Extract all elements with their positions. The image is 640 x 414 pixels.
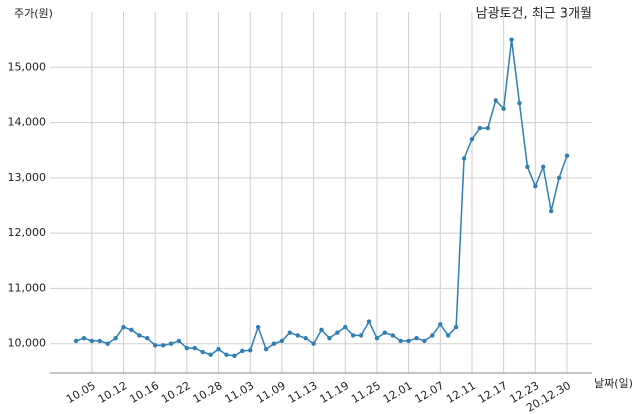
y-tick-label: 13,000 xyxy=(8,171,47,184)
x-tick-label: 11.09 xyxy=(254,379,288,406)
point xyxy=(271,341,277,346)
x-tick-label: 12.07 xyxy=(413,379,447,406)
point xyxy=(461,156,467,161)
point xyxy=(81,335,87,341)
point xyxy=(216,347,221,352)
point xyxy=(327,335,332,341)
y-tick-label: 10,000 xyxy=(8,337,47,350)
point xyxy=(564,153,570,158)
chart-title: 남광토건, 최근 3개월 xyxy=(476,7,592,22)
point xyxy=(525,164,530,169)
point xyxy=(517,101,522,106)
point xyxy=(176,338,182,344)
point xyxy=(453,324,459,330)
point xyxy=(533,183,538,189)
point xyxy=(335,330,340,335)
point xyxy=(295,333,300,338)
point xyxy=(263,347,269,352)
point xyxy=(240,348,245,354)
x-tick-label: 11.03 xyxy=(222,379,256,406)
point xyxy=(145,335,150,341)
x-tick-label: 12.17 xyxy=(476,379,510,406)
point xyxy=(398,338,403,344)
point xyxy=(137,333,142,338)
point xyxy=(287,330,293,335)
point xyxy=(97,338,102,344)
point xyxy=(390,333,395,338)
point xyxy=(152,343,158,348)
x-tick-label: 12.11 xyxy=(444,379,478,406)
x-axis-label: 날짜(일) xyxy=(594,376,633,390)
point xyxy=(192,345,197,351)
point xyxy=(303,335,308,341)
point xyxy=(358,333,364,338)
x-tick-label: 10.12 xyxy=(96,379,130,406)
point xyxy=(493,98,498,103)
point xyxy=(160,343,166,348)
y-tick-label: 15,000 xyxy=(8,60,47,73)
point xyxy=(319,327,324,333)
point xyxy=(200,349,205,355)
y-tick-label: 12,000 xyxy=(8,226,47,239)
point xyxy=(430,333,435,338)
x-tick-label: 10.28 xyxy=(191,379,225,406)
point xyxy=(129,327,134,333)
point xyxy=(208,352,213,357)
point xyxy=(184,345,190,351)
point xyxy=(548,208,554,214)
point xyxy=(382,330,388,335)
point xyxy=(224,352,229,357)
line xyxy=(75,39,568,357)
x-tick-label: 10.22 xyxy=(159,379,193,406)
y-tick-label: 11,000 xyxy=(8,281,47,294)
point xyxy=(366,319,372,324)
point xyxy=(446,333,451,338)
point xyxy=(350,333,356,338)
point xyxy=(113,335,118,341)
point xyxy=(469,136,475,142)
point xyxy=(248,348,253,353)
point xyxy=(279,338,285,344)
y-axis-label: 주가(원) xyxy=(14,7,53,20)
point xyxy=(414,335,419,341)
point xyxy=(121,324,126,330)
x-tick-label: 11.13 xyxy=(286,379,320,406)
x-tick-label: 12.01 xyxy=(381,379,415,406)
point xyxy=(168,341,174,346)
point xyxy=(232,353,237,359)
point xyxy=(89,338,95,344)
point xyxy=(477,125,483,131)
point xyxy=(485,125,491,131)
point xyxy=(105,341,110,346)
x-tick-label: 11.25 xyxy=(349,379,383,406)
point xyxy=(501,106,506,111)
point xyxy=(541,164,546,169)
point xyxy=(509,37,514,42)
point xyxy=(311,341,316,346)
point xyxy=(422,338,427,344)
x-tick-label: 10.16 xyxy=(127,379,161,406)
x-tick-label: 11.19 xyxy=(317,379,351,406)
point xyxy=(73,338,79,344)
point xyxy=(343,324,348,330)
point xyxy=(406,338,411,344)
point xyxy=(255,324,261,330)
point xyxy=(374,335,380,341)
point xyxy=(438,322,443,327)
y-tick-label: 14,000 xyxy=(8,116,47,129)
x-tick-label: 10.05 xyxy=(64,379,98,406)
point xyxy=(556,175,562,181)
